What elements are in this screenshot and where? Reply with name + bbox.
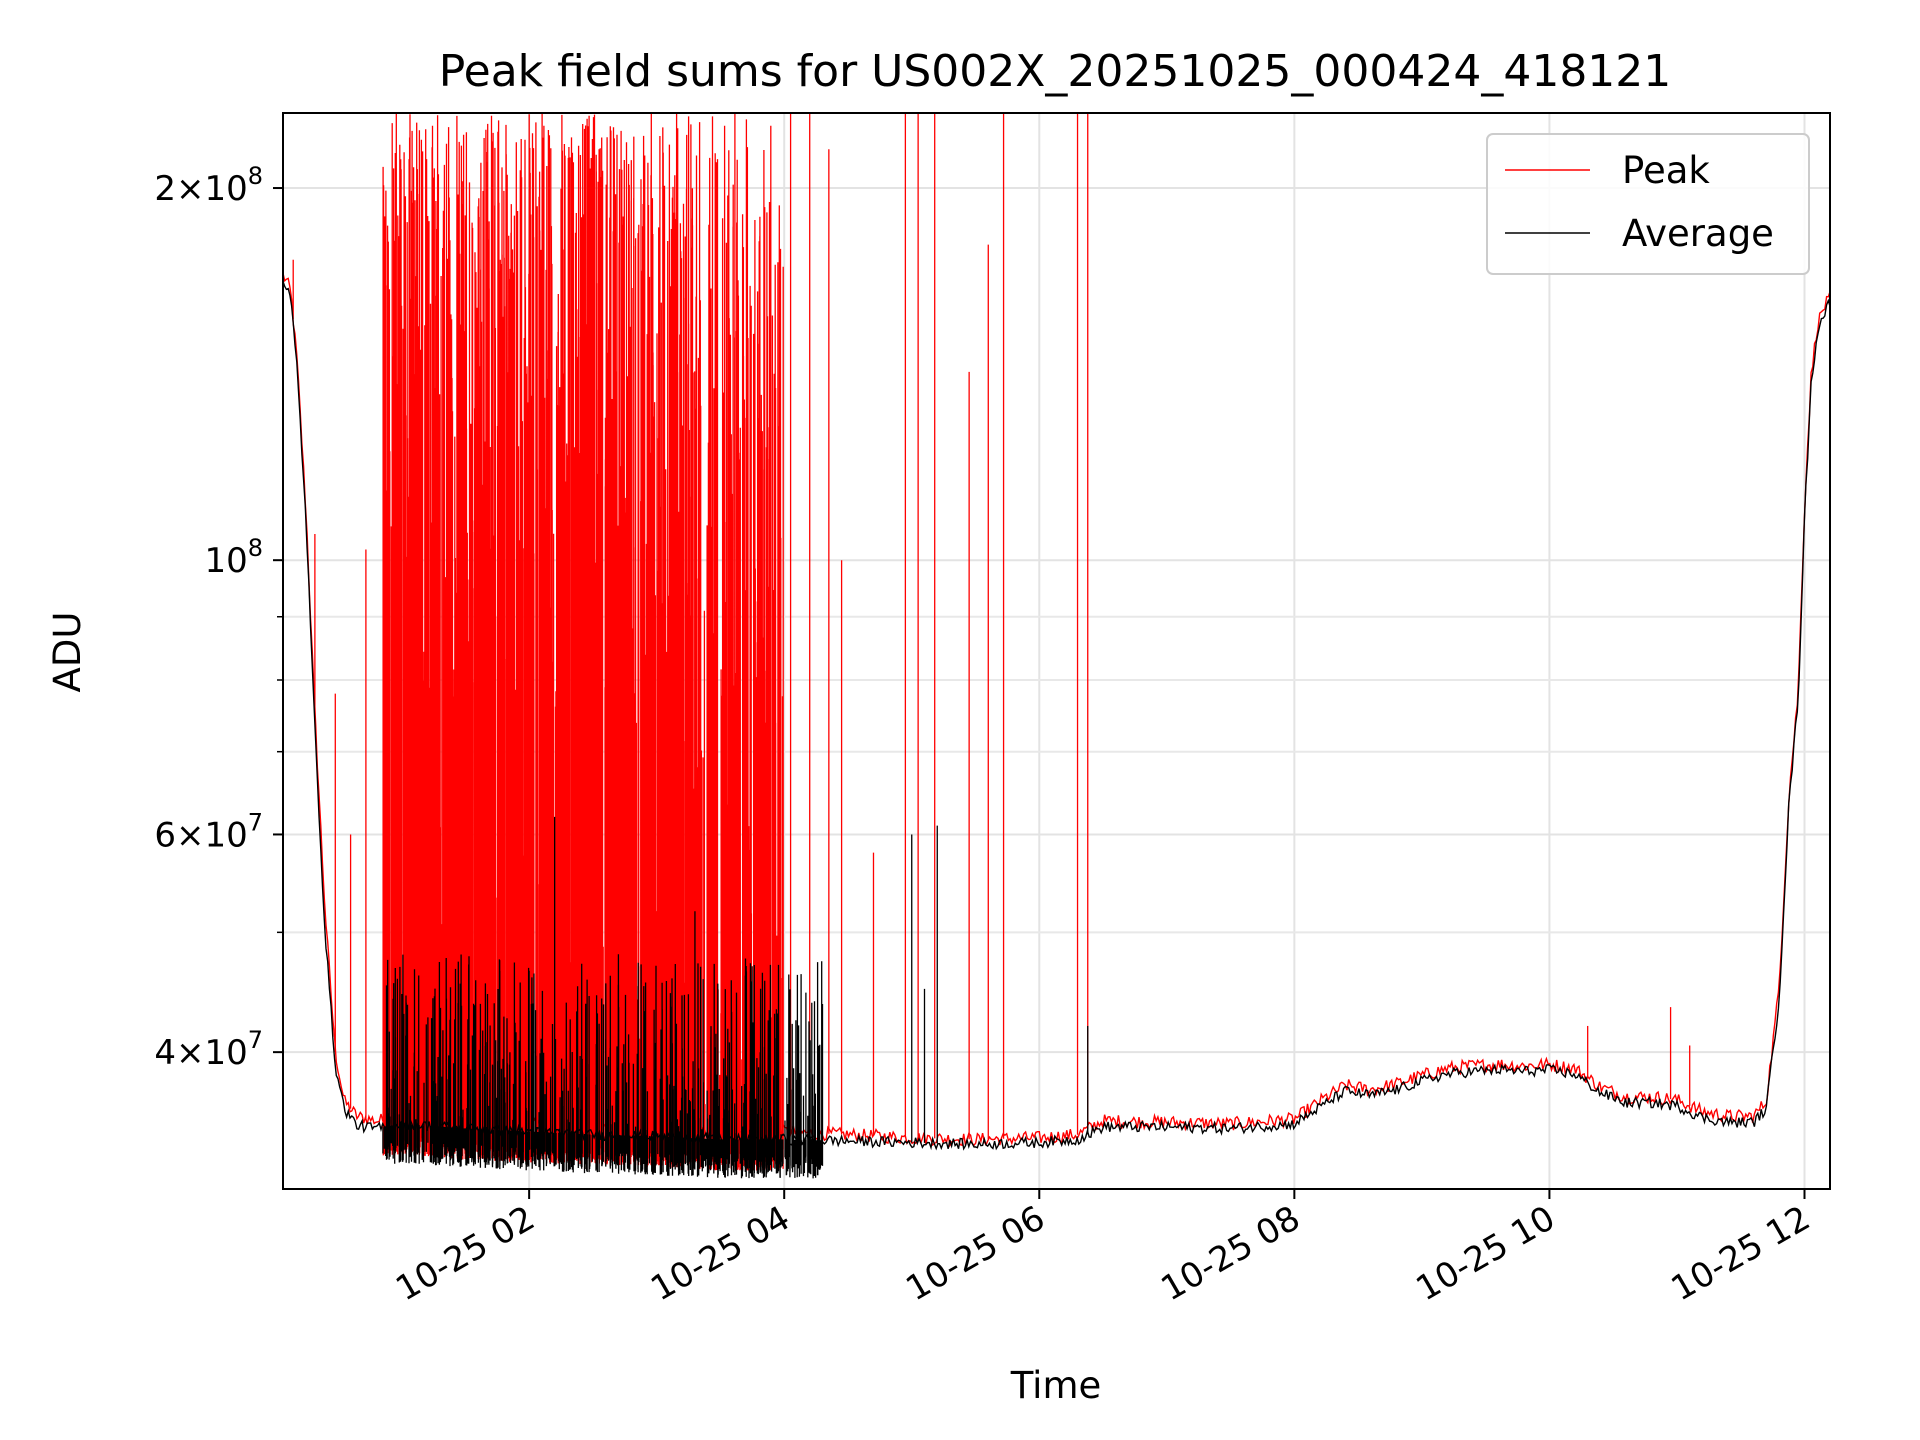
series-peak-spike-cluster bbox=[382, 113, 784, 1171]
series-peak bbox=[283, 113, 1830, 1171]
y-tick-label: 2×108 bbox=[154, 162, 263, 209]
y-axis-label: ADU bbox=[46, 612, 89, 693]
y-axis-ticks: 4×107 6×107 108 2×108 bbox=[154, 162, 283, 1073]
series-layer bbox=[283, 113, 1830, 1179]
plot-frame bbox=[282, 112, 1831, 1190]
y-tick-label: 6×107 bbox=[154, 808, 263, 855]
y-tick-label: 4×107 bbox=[154, 1026, 263, 1073]
chart-title: Peak field sums for US002X_20251025_0004… bbox=[439, 46, 1672, 97]
series-average bbox=[283, 281, 1830, 1179]
series-average-spike-cluster bbox=[382, 954, 824, 1179]
y-tick-label: 108 bbox=[204, 534, 263, 581]
legend: Peak Average bbox=[1486, 133, 1810, 275]
legend-average-label: Average bbox=[1622, 212, 1774, 255]
x-axis-label: Time bbox=[1010, 1364, 1102, 1407]
legend-box bbox=[1486, 133, 1810, 275]
legend-peak-label: Peak bbox=[1622, 149, 1710, 192]
